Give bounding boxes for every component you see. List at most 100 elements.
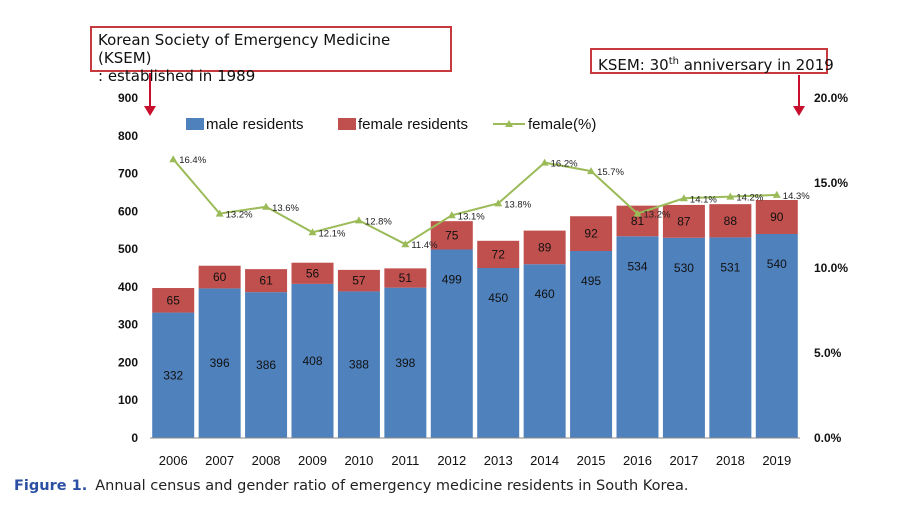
bar-female-label: 75 — [445, 228, 459, 242]
bar-female-label: 90 — [770, 210, 784, 224]
bar-male-label: 398 — [395, 356, 415, 370]
y2-tick-label: 5.0% — [814, 346, 842, 360]
y2-tick-label: 10.0% — [814, 261, 848, 275]
legend-label-female: female residents — [358, 116, 468, 133]
y-tick-label: 300 — [118, 318, 138, 332]
bar-female — [570, 216, 613, 251]
bar-male-label: 386 — [256, 358, 276, 372]
annotation-sup: th — [668, 56, 679, 67]
bar-male — [616, 236, 659, 438]
x-tick-label: 2010 — [344, 453, 373, 468]
x-tick-label: 2014 — [530, 453, 559, 468]
bar-male-label: 408 — [302, 354, 322, 368]
x-tick-label: 2006 — [159, 453, 188, 468]
bar-male — [430, 249, 473, 438]
line-point-label: 13.1% — [458, 211, 485, 222]
y-tick-label: 900 — [118, 91, 138, 105]
figure-caption-text: Annual census and gender ratio of emerge… — [95, 478, 689, 494]
bar-female-label: 92 — [584, 227, 598, 241]
annotation-ksem-anniversary: KSEM: 30th anniversary in 2019 — [590, 48, 834, 74]
line-marker — [447, 211, 456, 219]
bar-female — [291, 262, 334, 284]
bar-female — [477, 240, 520, 268]
legend-label-male: male residents — [206, 116, 304, 133]
bar-male — [709, 237, 752, 438]
annotation-line-1: Korean Society of Emergency Medicine (KS… — [98, 31, 391, 67]
y-tick-label: 0 — [131, 431, 138, 445]
line-point-label: 12.8% — [365, 216, 392, 227]
y-tick-label: 200 — [118, 355, 138, 369]
figure-caption: Figure 1. Annual census and gender ratio … — [14, 478, 689, 494]
bar-male-label: 540 — [767, 257, 787, 271]
bar-male-label: 460 — [535, 287, 555, 301]
bar-female-label: 87 — [677, 214, 691, 228]
bar-male-label: 530 — [674, 261, 694, 275]
line-marker — [772, 190, 781, 198]
line-marker — [354, 216, 363, 224]
y-tick-label: 400 — [118, 280, 138, 294]
bar-female-label: 56 — [306, 266, 320, 280]
arrow-left-head — [144, 106, 156, 116]
bar-male — [384, 287, 427, 438]
bar-female — [152, 288, 195, 313]
bar-female-label: 60 — [213, 270, 227, 284]
bar-male-label: 388 — [349, 358, 369, 372]
bar-female — [245, 269, 288, 293]
bar-female-label: 51 — [399, 271, 413, 285]
x-tick-label: 2013 — [484, 453, 513, 468]
figure-label: Figure 1. — [14, 478, 88, 494]
line-point-label: 13.6% — [272, 203, 299, 214]
x-tick-label: 2012 — [437, 453, 466, 468]
x-tick-label: 2019 — [762, 453, 791, 468]
bar-male — [477, 268, 520, 438]
x-tick-label: 2009 — [298, 453, 327, 468]
line-marker — [587, 167, 596, 175]
x-tick-label: 2008 — [252, 453, 281, 468]
bar-female-label: 88 — [724, 214, 738, 228]
bar-female — [755, 200, 798, 234]
annotation-prefix: KSEM: 30 — [598, 56, 669, 74]
bar-male — [245, 292, 288, 438]
bar-male-label: 332 — [163, 368, 183, 382]
bar-male-label: 499 — [442, 272, 462, 286]
bar-female-label: 57 — [352, 274, 366, 288]
bar-male — [662, 237, 705, 438]
line-marker — [169, 155, 178, 163]
bar-female — [198, 265, 241, 289]
bar-female — [384, 268, 427, 288]
bar-male-label: 495 — [581, 274, 601, 288]
line-point-label: 16.4% — [179, 155, 206, 166]
line-marker — [679, 194, 688, 202]
annotation-suffix: anniversary in 2019 — [678, 56, 834, 74]
y2-tick-label: 0.0% — [814, 431, 842, 445]
annotation-line-2: : established in 1989 — [98, 67, 256, 85]
legend-swatch-male — [186, 118, 204, 130]
line-point-label: 11.4% — [411, 240, 438, 251]
line-marker — [308, 228, 317, 236]
y-tick-label: 700 — [118, 167, 138, 181]
arrow-right-head — [793, 106, 805, 116]
line-marker — [262, 202, 271, 210]
line-marker — [215, 209, 224, 217]
bar-female-label: 65 — [167, 293, 181, 307]
line-point-label: 14.3% — [783, 191, 810, 202]
bar-male-label: 450 — [488, 291, 508, 305]
x-tick-label: 2017 — [669, 453, 698, 468]
bar-female — [430, 221, 473, 250]
line-point-label: 15.7% — [597, 167, 624, 178]
line-marker — [726, 192, 735, 200]
y-tick-label: 500 — [118, 242, 138, 256]
bar-male — [291, 283, 334, 438]
x-tick-label: 2015 — [577, 453, 606, 468]
bar-female-label: 81 — [631, 214, 645, 228]
bar-female — [337, 269, 380, 292]
bar-female — [709, 204, 752, 238]
bar-male — [198, 288, 241, 438]
line-point-label: 16.2% — [551, 159, 578, 170]
legend-label-pct: female(%) — [528, 116, 596, 133]
line-marker — [401, 240, 410, 248]
bar-male — [337, 291, 380, 438]
y-tick-label: 100 — [118, 393, 138, 407]
x-tick-label: 2011 — [391, 453, 419, 468]
